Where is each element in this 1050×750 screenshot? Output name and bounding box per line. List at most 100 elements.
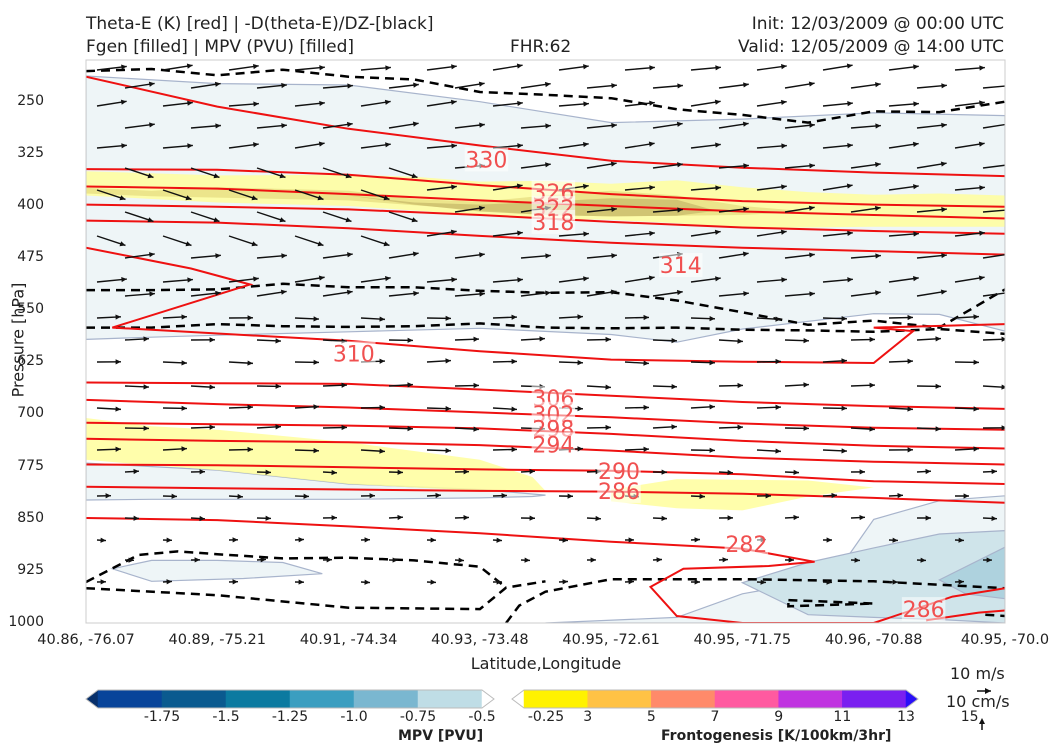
wind-vector-head (743, 163, 749, 169)
wind-vector-head (545, 123, 551, 129)
wind-vector-head (661, 469, 667, 475)
wind-vector-head (775, 404, 781, 410)
wind-vector-head (562, 579, 568, 585)
wind-vector-head (737, 338, 743, 344)
wind-vector-head (715, 276, 721, 282)
wind-vector-head (788, 557, 794, 563)
wind-vector-head (780, 99, 787, 106)
wind-vector-head (727, 515, 733, 521)
theta-e-label: 314 (660, 254, 702, 279)
wind-vector-head (511, 446, 517, 453)
wind-vector-head (941, 207, 947, 213)
wind-key-speed: 10 m/s (950, 664, 1005, 683)
wind-vector-head (215, 290, 221, 296)
wind-vector-head (1007, 252, 1013, 257)
wind-vector-head (247, 404, 253, 410)
wind-vector-head (313, 448, 319, 454)
wind-vector-head (803, 425, 809, 431)
wind-vector-head (611, 83, 617, 89)
wind-vector-head (213, 217, 220, 223)
stability-dashed-line (985, 613, 1005, 618)
wind-vector-head (412, 251, 419, 257)
wind-vector-head (451, 277, 457, 283)
wind-vector-head (875, 290, 881, 296)
x-tick-label: 40.93, -73.48 (431, 632, 529, 648)
wind-vector-head (643, 404, 649, 411)
wind-vector-head (583, 231, 589, 237)
wind-vector-head (803, 382, 809, 388)
wind-vector-head (562, 537, 568, 543)
wind-vector-head (279, 173, 286, 179)
wind-vector-head (383, 241, 390, 247)
wind-vector-head (973, 446, 979, 452)
mpv-colorbar-swatch (225, 689, 291, 709)
theta-e-line (86, 485, 1005, 504)
wind-vector-head (185, 195, 192, 201)
wind-vector-head (694, 537, 700, 543)
wind-vector-head (247, 315, 253, 321)
wind-vector-head (379, 316, 385, 322)
wind-vector-head (199, 469, 205, 475)
wind-vector-head (676, 121, 683, 127)
stability-dashed-line (787, 598, 874, 608)
wind-vector-head (317, 195, 324, 201)
wind-vector-head (147, 173, 154, 179)
valid-time: Valid: 12/05/2009 @ 14:00 UTC (738, 37, 1004, 57)
wind-vector-head (826, 579, 832, 585)
wind-vector-head (149, 291, 155, 297)
wind-vector-head (479, 122, 485, 128)
wind-vector-head (793, 514, 799, 521)
wind-vector-head (935, 383, 941, 389)
title-line-2: Fgen [filled] | MPV (PVU) [filled] (86, 37, 355, 57)
x-tick-label: 40.91, -74.34 (299, 632, 398, 648)
mpv-colorbar-swatch (97, 689, 163, 709)
wind-vector-head (341, 424, 347, 431)
wind-vector-head (478, 81, 485, 87)
wind-vector-head (760, 579, 766, 585)
wind-vector-head (379, 358, 385, 364)
wind-vector-head (473, 382, 479, 389)
mpv-colorbar-swatch (481, 689, 495, 709)
theta-e-label: 318 (532, 211, 574, 236)
theta-e-label-bg (597, 458, 641, 483)
wind-vector-head (120, 99, 127, 105)
y-tick-label: 775 (17, 457, 44, 474)
wind-vector-head (1001, 384, 1005, 390)
wind-vector-head (133, 515, 139, 521)
wind-vector-head (925, 468, 931, 475)
wind-vector-head (869, 382, 875, 388)
x-axis-label: Latitude,Longitude (470, 654, 622, 673)
wind-vector-head (121, 276, 127, 283)
y-axis-label: Pressure [hPa] (8, 282, 28, 398)
wind-vector-head (611, 206, 617, 213)
wind-vector-head (649, 185, 655, 191)
wind-vector-head (831, 492, 837, 499)
wind-vector-head (529, 468, 535, 475)
wind-vector-head (611, 253, 617, 259)
wind-vector-head (407, 426, 413, 432)
wind-vector-head (694, 579, 700, 585)
wind-vector-head (451, 184, 457, 190)
x-tick-label: 40.96, -70.88 (824, 632, 923, 648)
wind-vector-head (907, 314, 913, 321)
wind-vector-head (275, 383, 281, 389)
wind-vector-head (979, 185, 985, 191)
wind-key (977, 688, 991, 730)
wind-vector-head (247, 360, 253, 366)
wind-vector-head (649, 65, 655, 71)
wind-vector-head (1007, 207, 1013, 212)
wind-vector-head (912, 141, 919, 147)
wind-vector-head (345, 217, 352, 223)
theta-e-label-bg (332, 341, 376, 366)
wind-vector-head (346, 289, 353, 295)
wind-vector-head (897, 492, 903, 499)
wind-vector-head (251, 195, 258, 201)
wind-vector-head (345, 173, 352, 179)
mpv-colorbar-swatch (353, 689, 419, 709)
fgen-colorbar-swatch (651, 689, 716, 709)
wind-vector-head (451, 143, 457, 149)
wind-vector-head (384, 99, 391, 105)
fgen-colorbar-tick: 7 (710, 709, 720, 725)
wind-vector-head (775, 316, 781, 322)
